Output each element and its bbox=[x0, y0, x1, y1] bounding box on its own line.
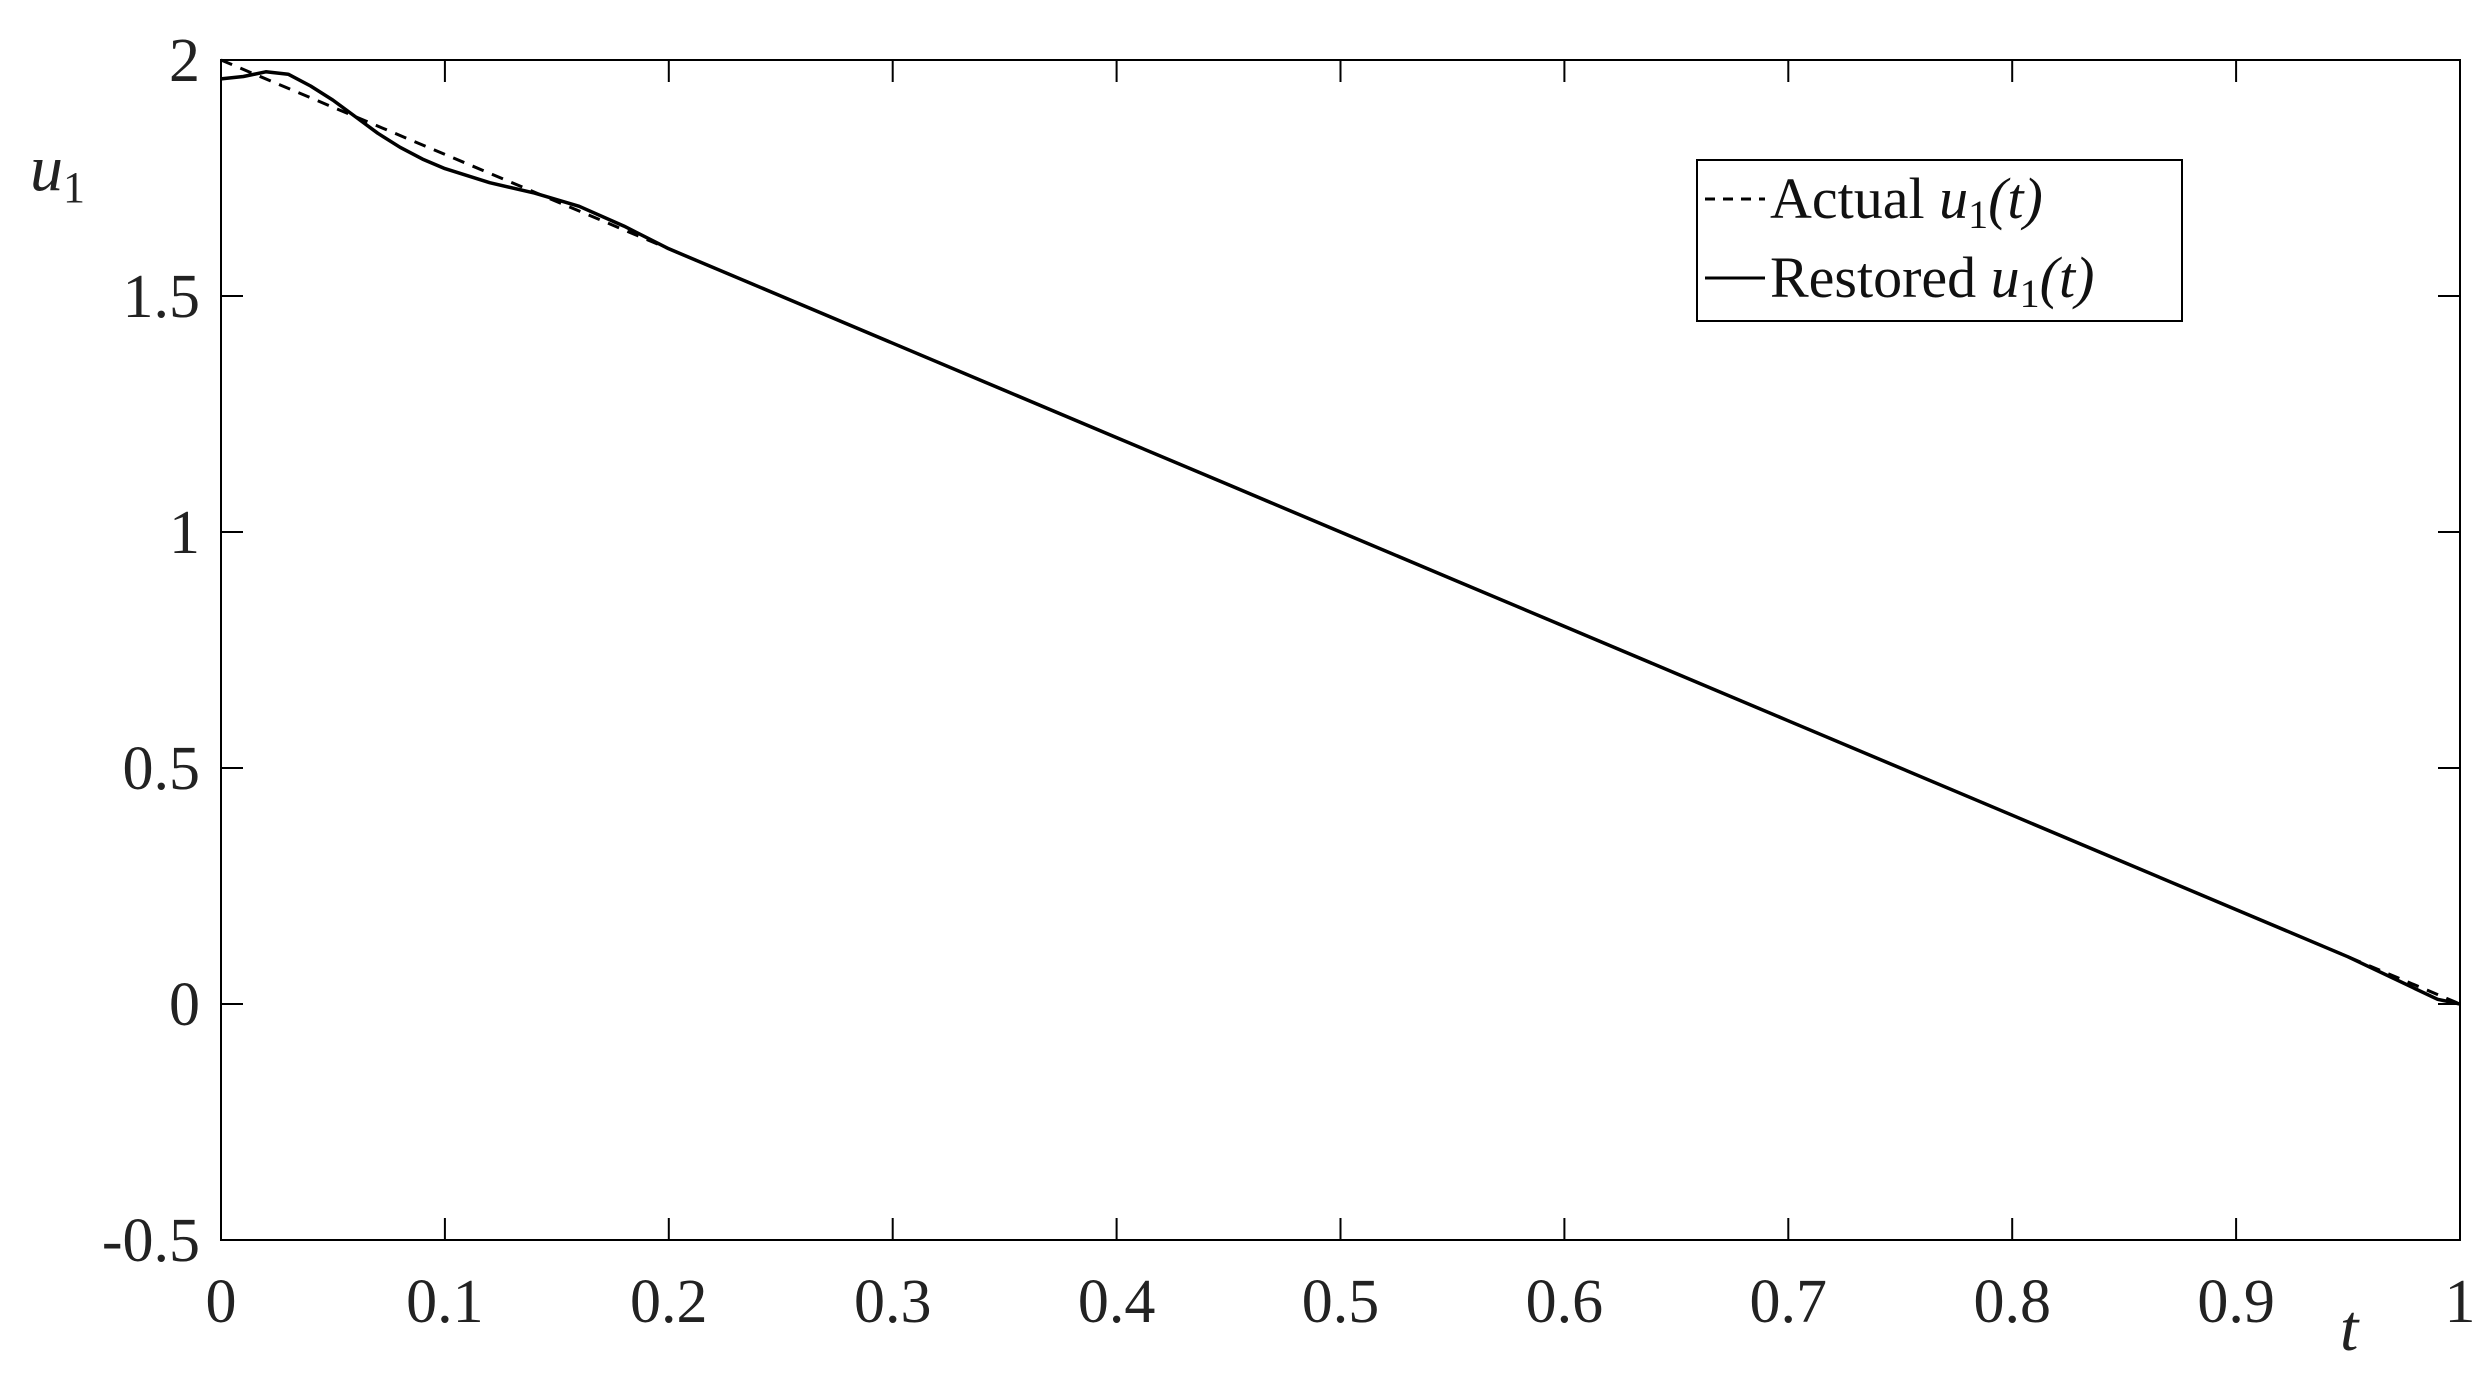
y-axis-label: u1 bbox=[30, 132, 85, 212]
x-axis-label: t bbox=[2340, 1292, 2360, 1365]
legend-label-restored: Restored u1(t) bbox=[1770, 245, 2094, 316]
legend-actual-sub: 1 bbox=[1968, 192, 1988, 237]
y-tick-label: 1 bbox=[169, 499, 200, 567]
x-tick-label: 0.4 bbox=[1078, 1268, 1156, 1336]
y-tick-label: 0 bbox=[169, 971, 200, 1039]
y-axis-label-sub: 1 bbox=[63, 163, 85, 212]
legend-label-actual: Actual u1(t) bbox=[1770, 166, 2043, 237]
y-tick-label: 1.5 bbox=[123, 263, 201, 331]
ticks-layer: 0 0.1 0.2 0.3 0.4 0.5 0.6 0.7 0.8 0.9 1-0.500.511.… bbox=[102, 27, 2476, 1336]
x-tick-label: 0.3 bbox=[854, 1268, 932, 1336]
series-line-restored bbox=[220, 70, 2461, 1006]
x-tick-label: 0.2 bbox=[630, 1268, 708, 1336]
legend-restored-suffix: (t) bbox=[2040, 245, 2095, 310]
x-tick-label: 0.9 bbox=[2197, 1268, 2275, 1336]
y-tick-label: 0.5 bbox=[123, 735, 201, 803]
legend-actual-prefix: Actual bbox=[1770, 166, 1939, 231]
series-layer bbox=[220, 58, 2461, 1006]
legend-actual-suffix: (t) bbox=[1988, 166, 2043, 231]
y-tick-label: -0.5 bbox=[102, 1207, 200, 1275]
legend-box bbox=[1696, 159, 2183, 322]
x-tick-label: 0.5 bbox=[1302, 1268, 1380, 1336]
legend-restored-sub: 1 bbox=[2020, 271, 2040, 316]
plot-frame bbox=[220, 59, 2461, 1241]
legend: Actual u1(t) Restored u1(t) bbox=[1696, 159, 2183, 322]
y-axis-label-var: u bbox=[30, 132, 63, 205]
x-tick-label: 0.6 bbox=[1526, 1268, 1604, 1336]
legend-restored-var: u bbox=[1991, 245, 2020, 310]
y-tick-label: 2 bbox=[169, 27, 200, 95]
x-tick-label: 0.7 bbox=[1750, 1268, 1828, 1336]
x-tick-label: 0.1 bbox=[406, 1268, 484, 1336]
x-tick-label: 0 bbox=[206, 1268, 237, 1336]
legend-restored-prefix: Restored bbox=[1770, 245, 1991, 310]
x-tick-label: 0.8 bbox=[1973, 1268, 2051, 1336]
legend-actual-var: u bbox=[1939, 166, 1968, 231]
x-tick-label: 1 bbox=[2445, 1268, 2476, 1336]
